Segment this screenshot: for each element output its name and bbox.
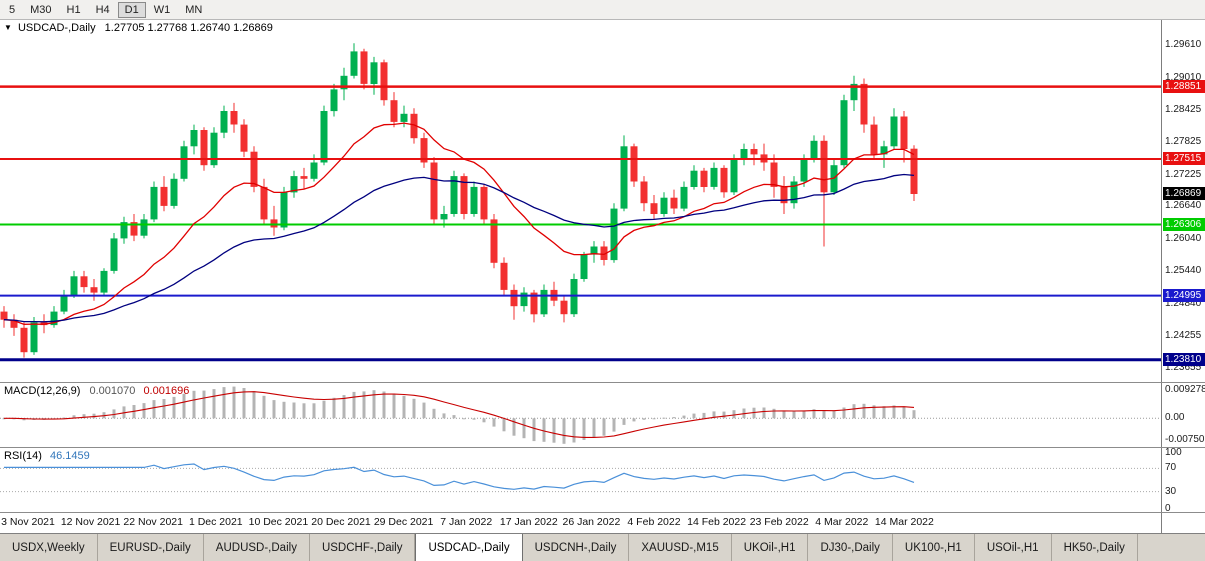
symbol-name: USDCAD-,Daily: [17, 22, 96, 34]
price-tick: 1.26640: [1165, 200, 1202, 212]
tab-usdchf-daily[interactable]: USDCHF-,Daily: [309, 534, 416, 561]
tab-usdcnh-daily[interactable]: USDCNH-,Daily: [522, 534, 630, 561]
axis-corner: [1161, 513, 1205, 533]
rsi-panel: RSI(14) 46.1459 100 70 30 0: [0, 448, 1205, 512]
rsi-tick: 100: [1165, 448, 1182, 458]
date-label: 14 Feb 2022: [687, 516, 747, 528]
level-price-badge: 1.24995: [1163, 288, 1205, 302]
tab-dj30-daily[interactable]: DJ30-,Daily: [808, 534, 893, 561]
tab-xauusd-m15[interactable]: XAUUSD-,M15: [629, 534, 732, 561]
timeframe-h4[interactable]: H4: [95, 3, 110, 16]
tab-hk50-daily[interactable]: HK50-,Daily: [1051, 534, 1138, 561]
macd-indicator-name: MACD(12,26,9): [4, 385, 81, 397]
rsi-indicator-name: RSI(14): [4, 450, 42, 462]
price-tick: 1.23655: [1165, 362, 1202, 374]
tab-usdx-weekly[interactable]: USDX,Weekly: [0, 534, 98, 561]
rsi-tick: 0: [1165, 503, 1171, 513]
tab-uk100-h1[interactable]: UK100-,H1: [892, 534, 975, 561]
timeframe-m30[interactable]: M30: [30, 3, 52, 16]
symbol-ohlc-values: 1.27705 1.27768 1.26740 1.26869: [104, 22, 273, 34]
timeframe-mn[interactable]: MN: [185, 3, 203, 16]
macd-label: MACD(12,26,9) 0.001070 0.001696: [4, 385, 189, 397]
level-price-badge: 1.28851: [1163, 79, 1205, 93]
timeframe-d1[interactable]: D1: [117, 1, 146, 18]
date-label: 22 Nov 2021: [123, 516, 183, 528]
price-axis[interactable]: 1.29610 1.29010 1.28425 1.27825 1.27225 1.266…: [1161, 20, 1205, 382]
date-label: 7 Jan 2022: [440, 516, 493, 528]
bid-price-badge: 1.26869: [1163, 187, 1205, 200]
tab-ukoil-h1[interactable]: UKOil-,H1: [731, 534, 809, 561]
date-label: 1 Dec 2021: [188, 516, 243, 528]
price-tick: 1.29610: [1165, 39, 1202, 51]
date-label: 26 Jan 2022: [562, 516, 621, 528]
macd-panel: MACD(12,26,9) 0.001070 0.001696 0.009278…: [0, 383, 1205, 447]
date-label: 17 Jan 2022: [499, 516, 558, 528]
rsi-label: RSI(14) 46.1459: [4, 450, 90, 462]
price-tick: 1.24840: [1165, 297, 1202, 309]
price-panel: ▼ USDCAD-,Daily 1.27705 1.27768 1.26740 …: [0, 20, 1205, 382]
date-label: 20 Dec 2021: [311, 516, 371, 528]
time-axis[interactable]: 3 Nov 2021 12 Nov 2021 22 Nov 2021 1 Dec 20…: [0, 513, 1161, 533]
price-tick: 1.27825: [1165, 136, 1202, 148]
macd-chart-canvas[interactable]: MACD(12,26,9) 0.001070 0.001696: [0, 383, 1161, 447]
chart-symbol-label: ▼ USDCAD-,Daily 1.27705 1.27768 1.26740 …: [4, 22, 273, 34]
price-chart-canvas[interactable]: ▼ USDCAD-,Daily 1.27705 1.27768 1.26740 …: [0, 20, 1161, 382]
panel-separator: [0, 512, 1205, 513]
chart-dropdown-icon: ▼: [4, 23, 12, 32]
macd-main-value: 0.001070: [89, 385, 136, 397]
tab-usoil-h1[interactable]: USOil-,H1: [974, 534, 1052, 561]
timeframe-5[interactable]: 5: [9, 3, 16, 16]
date-label: 14 Mar 2022: [874, 516, 934, 528]
panel-separator[interactable]: [0, 382, 1205, 383]
price-tick: 1.24255: [1165, 329, 1202, 341]
date-label: 3 Nov 2021: [1, 516, 55, 528]
date-label: 4 Feb 2022: [627, 516, 681, 528]
macd-tick: -0.00750: [1165, 434, 1205, 445]
date-label: 12 Nov 2021: [60, 516, 121, 528]
date-label: 10 Dec 2021: [248, 516, 309, 528]
rsi-tick: 70: [1165, 462, 1177, 474]
timeframe-toolbar: 5 M30 H1 H4 D1 W1 MN: [0, 0, 1205, 20]
price-tick: 1.29010: [1165, 71, 1202, 83]
price-tick: 1.27225: [1165, 168, 1202, 180]
rsi-chart-canvas[interactable]: RSI(14) 46.1459: [0, 448, 1161, 512]
tab-eurusd-daily[interactable]: EURUSD-,Daily: [97, 534, 204, 561]
time-axis-row: 3 Nov 2021 12 Nov 2021 22 Nov 2021 1 Dec 20…: [0, 513, 1205, 533]
price-tick: 1.28425: [1165, 103, 1202, 115]
date-label: 29 Dec 2021: [373, 516, 434, 528]
macd-signal-value: 0.001696: [143, 385, 190, 397]
tab-audusd-daily[interactable]: AUDUSD-,Daily: [203, 534, 310, 561]
chart-tab-bar: USDX,Weekly EURUSD-,Daily AUDUSD-,Daily USD…: [0, 533, 1205, 561]
timeframe-w1[interactable]: W1: [153, 3, 171, 16]
level-price-badge: 1.23810: [1163, 352, 1205, 366]
panel-separator[interactable]: [0, 447, 1205, 448]
tab-usdcad-daily[interactable]: USDCAD-,Daily: [415, 534, 523, 561]
level-price-badge: 1.27515: [1163, 152, 1205, 165]
price-tick: 1.25440: [1165, 265, 1202, 277]
rsi-axis[interactable]: 100 70 30 0: [1161, 448, 1205, 512]
timeframe-h1[interactable]: H1: [66, 3, 81, 16]
macd-tick: 0.009278: [1165, 384, 1205, 395]
level-price-badge: 1.26306: [1163, 217, 1205, 231]
rsi-tick: 30: [1165, 485, 1177, 497]
price-tick: 1.26040: [1165, 232, 1202, 244]
date-label: 4 Mar 2022: [815, 516, 869, 528]
macd-tick: 0.00: [1165, 412, 1185, 424]
rsi-value: 46.1459: [49, 450, 90, 462]
date-label: 23 Feb 2022: [749, 516, 809, 528]
macd-axis[interactable]: 0.009278 0.00 -0.00750: [1161, 383, 1205, 447]
